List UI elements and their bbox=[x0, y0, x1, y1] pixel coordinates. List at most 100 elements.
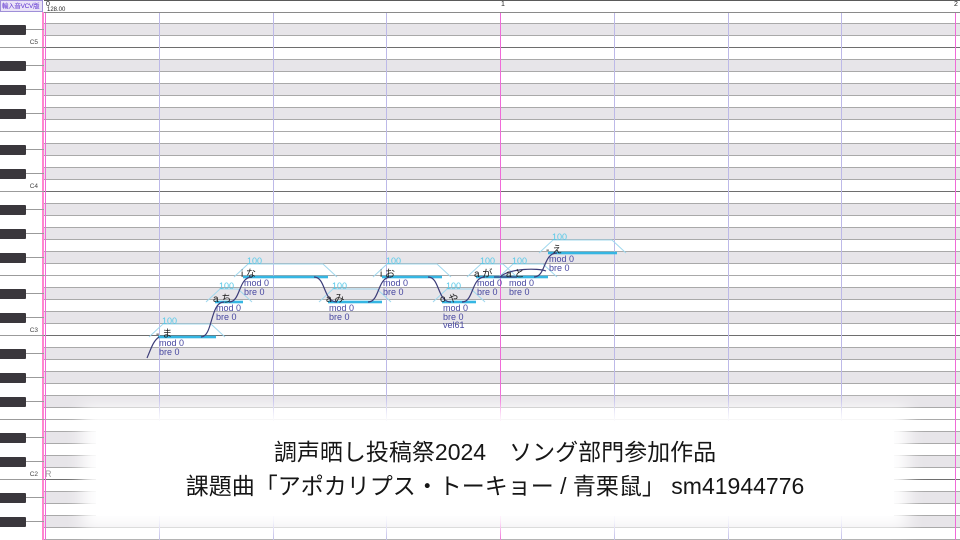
ruler-measure-number: 1 bbox=[501, 1, 505, 8]
piano-key-white[interactable] bbox=[0, 420, 44, 432]
note-flag-value: mod 0 bbox=[159, 338, 185, 348]
grid-row-line bbox=[44, 527, 960, 528]
measure-line bbox=[955, 12, 956, 540]
grid-row-line bbox=[44, 59, 960, 60]
ruler-measure-number: 2 bbox=[954, 1, 958, 8]
note-intensity-value: 100 bbox=[247, 256, 263, 266]
note-flag-value: bre 0 bbox=[549, 262, 570, 273]
measure-ruler[interactable]: 128.00 0 1 2 bbox=[44, 0, 960, 13]
note-intensity-value: 100 bbox=[162, 316, 178, 326]
piano-key-white[interactable] bbox=[0, 132, 44, 144]
piano-key-black[interactable] bbox=[0, 457, 26, 467]
note-flag-value: mod 0 bbox=[443, 303, 469, 313]
note-intensity-value: 100 bbox=[512, 256, 528, 266]
note-flag-value: bre 0 bbox=[509, 286, 530, 297]
piano-key-white[interactable] bbox=[0, 48, 44, 60]
piano-key-black[interactable] bbox=[0, 169, 26, 179]
piano-key-white[interactable] bbox=[0, 528, 44, 540]
piano-key-black[interactable] bbox=[0, 109, 26, 119]
grid-row-line bbox=[44, 23, 960, 24]
voicebank-label: 輸入音VCV版 bbox=[0, 0, 43, 12]
note-flag-value: bre 0 bbox=[216, 311, 237, 322]
white-key-divider bbox=[0, 131, 44, 132]
piano-key-white[interactable] bbox=[0, 12, 44, 24]
note-flag-value: bre 0 bbox=[477, 286, 498, 297]
piano-key-white[interactable] bbox=[0, 480, 44, 492]
grid-row-line bbox=[44, 299, 960, 300]
note-flag-value: mod 0 bbox=[477, 278, 503, 288]
piano-key-black[interactable] bbox=[0, 313, 26, 323]
grid-row-line bbox=[44, 323, 960, 324]
grid-row-line bbox=[44, 35, 960, 36]
piano-key-black[interactable] bbox=[0, 85, 26, 95]
white-key-divider bbox=[0, 275, 44, 276]
white-key-divider bbox=[0, 191, 44, 192]
piano-key-black[interactable] bbox=[0, 349, 26, 359]
beat-line bbox=[841, 12, 843, 540]
piano-key-black[interactable] bbox=[0, 397, 26, 407]
white-key-divider bbox=[26, 377, 44, 378]
piano-key-black[interactable] bbox=[0, 373, 26, 383]
piano-key-black[interactable] bbox=[0, 493, 26, 503]
grid-row-line bbox=[44, 263, 960, 264]
note-flag-value: mod 0 bbox=[549, 254, 575, 264]
octave-label: C3 bbox=[29, 327, 38, 334]
white-key-divider bbox=[26, 89, 44, 90]
note-intensity-value: 100 bbox=[552, 232, 568, 242]
piano-key-black[interactable] bbox=[0, 517, 26, 527]
grid-row-line bbox=[44, 119, 960, 120]
grid-row-line bbox=[44, 311, 960, 312]
piano-key-white[interactable] bbox=[0, 444, 44, 456]
piano-key-black[interactable] bbox=[0, 145, 26, 155]
grid-row-line bbox=[44, 335, 960, 336]
grid-row-line bbox=[44, 347, 960, 348]
piano-key-white[interactable] bbox=[0, 336, 44, 348]
piano-key-black[interactable] bbox=[0, 205, 26, 215]
note-intensity-value: 100 bbox=[386, 256, 402, 266]
piano-key-white[interactable] bbox=[0, 72, 44, 84]
piano-key-white[interactable] bbox=[0, 96, 44, 108]
white-key-divider bbox=[26, 497, 44, 498]
piano-key-white[interactable] bbox=[0, 156, 44, 168]
white-key-divider bbox=[26, 461, 44, 462]
piano-key-white[interactable] bbox=[0, 216, 44, 228]
note-flag-value: bre 0 bbox=[383, 286, 404, 297]
piano-key-black[interactable] bbox=[0, 25, 26, 35]
grid-row-line bbox=[44, 143, 960, 144]
grid-row-line bbox=[44, 179, 960, 180]
piano-key-white[interactable] bbox=[0, 504, 44, 516]
piano-key-white[interactable] bbox=[0, 240, 44, 252]
piano-keyboard[interactable]: C5 C4 C3 C2 bbox=[0, 12, 44, 540]
note-flag-value: bre 0 bbox=[159, 346, 180, 357]
note-intensity-value: 100 bbox=[332, 281, 348, 291]
white-key-divider bbox=[26, 293, 44, 294]
piano-key-white[interactable] bbox=[0, 360, 44, 372]
white-key-divider bbox=[26, 113, 44, 114]
grid-row-line bbox=[44, 131, 960, 132]
grid-row-line bbox=[44, 107, 960, 108]
note-flag-value: mod 0 bbox=[329, 303, 355, 313]
grid-row-line bbox=[44, 383, 960, 384]
ruler-measure-number: 0 bbox=[46, 1, 50, 8]
piano-key-white[interactable] bbox=[0, 192, 44, 204]
piano-key-white[interactable] bbox=[0, 384, 44, 396]
grid-row-line bbox=[44, 71, 960, 72]
grid-row-line bbox=[44, 215, 960, 216]
white-key-divider bbox=[26, 353, 44, 354]
piano-key-black[interactable] bbox=[0, 61, 26, 71]
piano-key-black[interactable] bbox=[0, 433, 26, 443]
caption-overlay: 調声晒し投稿祭2024 ソング部門参加作品 課題曲「アポカリプス・トーキョー /… bbox=[96, 421, 894, 516]
beat-line bbox=[613, 12, 615, 540]
piano-key-black[interactable] bbox=[0, 289, 26, 299]
note-flag-value: bre 0 bbox=[244, 286, 265, 297]
piano-key-white[interactable] bbox=[0, 276, 44, 288]
grid-row-line bbox=[44, 395, 960, 396]
grid-row-line bbox=[44, 47, 960, 48]
piano-key-white[interactable] bbox=[0, 300, 44, 312]
piano-key-black[interactable] bbox=[0, 229, 26, 239]
white-key-divider bbox=[26, 401, 44, 402]
white-key-divider bbox=[26, 233, 44, 234]
white-key-divider bbox=[26, 65, 44, 66]
grid-row-line bbox=[44, 203, 960, 204]
piano-key-black[interactable] bbox=[0, 253, 26, 263]
